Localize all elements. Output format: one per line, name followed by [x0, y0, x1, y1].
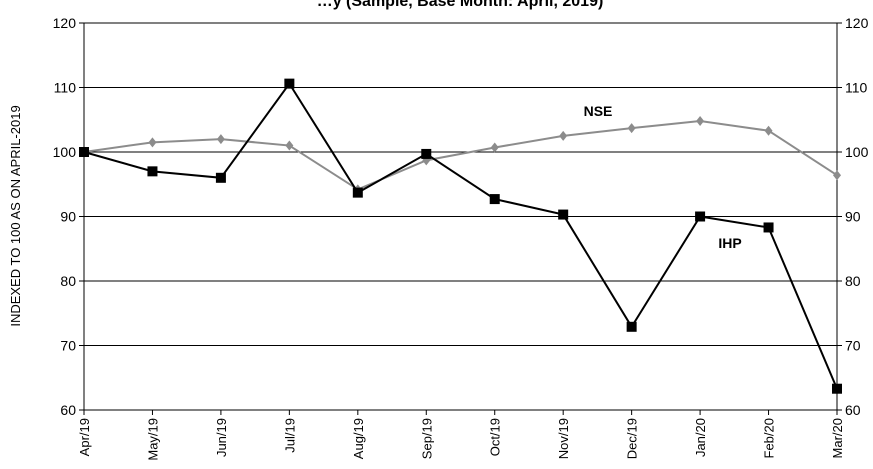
x-tick-label: Aug/19 [351, 418, 366, 459]
x-tick-label: Nov/19 [556, 418, 571, 459]
y-tick-label-left: 90 [60, 209, 76, 225]
data-point [489, 194, 500, 205]
y-axis-left: 60 70 80 90 100 110 120 [53, 15, 84, 418]
x-tick-label: Jan/20 [693, 418, 708, 457]
series-layer [79, 78, 842, 394]
data-point [284, 78, 295, 89]
data-point [490, 142, 499, 153]
y-tick-label-right: 110 [845, 80, 868, 96]
data-point [558, 209, 569, 220]
grid [84, 87, 837, 346]
series-line [83, 120, 838, 191]
x-tick-label: Jul/19 [282, 418, 297, 453]
data-point [421, 148, 432, 159]
y-tick-label-left: 110 [54, 80, 77, 96]
data-point [559, 130, 568, 141]
y-tick-label-left: 120 [53, 15, 77, 31]
x-tick-label: Sep/19 [419, 418, 434, 459]
x-tick-label: Apr/19 [77, 418, 92, 456]
series-nse [80, 116, 841, 195]
data-point [285, 140, 294, 151]
y-tick-label-left: 100 [53, 144, 77, 160]
data-point [626, 321, 637, 332]
series-line [83, 81, 838, 390]
data-point [148, 137, 157, 148]
series-label-nse: NSE [584, 103, 613, 119]
x-tick-label: Jun/19 [214, 418, 229, 457]
data-point [79, 147, 89, 157]
data-point [763, 222, 774, 233]
chart-title: …y (Sample, Base Month: April, 2019) [317, 0, 604, 10]
data-point [832, 383, 842, 394]
data-point [147, 166, 158, 177]
y-tick-label-right: 120 [845, 15, 869, 31]
x-tick-label: May/19 [145, 418, 160, 461]
data-point [833, 170, 841, 181]
y-tick-label-right: 100 [845, 144, 869, 160]
series-labels: NSE IHP [584, 103, 742, 251]
x-tick-label: Feb/20 [762, 418, 777, 458]
y-tick-label-left: 80 [60, 273, 76, 289]
x-tick-label: Oct/19 [488, 418, 503, 456]
x-axis: Apr/19 May/19 Jun/19 Jul/19 Aug/19 Sep/19 Oct/… [77, 410, 845, 461]
data-point [696, 116, 705, 127]
x-tick-label: Dec/19 [625, 418, 640, 459]
y-axis-label: INDEXED TO 100 AS ON APRIL-2019 [8, 105, 23, 326]
y-axis-right: 60 70 80 90 100 110 120 [837, 15, 869, 418]
y-tick-label-right: 90 [845, 209, 861, 225]
data-point [695, 211, 706, 222]
y-tick-label-left: 70 [60, 338, 76, 354]
data-point [764, 125, 773, 136]
data-point [352, 187, 363, 198]
y-tick-label-left: 60 [60, 402, 76, 418]
y-tick-label-right: 80 [845, 273, 861, 289]
series-ihp [79, 78, 842, 394]
data-point [216, 134, 225, 145]
data-point [627, 123, 636, 134]
x-tick-label: Mar/20 [830, 418, 845, 458]
y-tick-label-right: 70 [845, 338, 861, 354]
data-point [215, 172, 226, 183]
y-tick-label-right: 60 [845, 402, 861, 418]
series-label-ihp: IHP [718, 235, 741, 251]
